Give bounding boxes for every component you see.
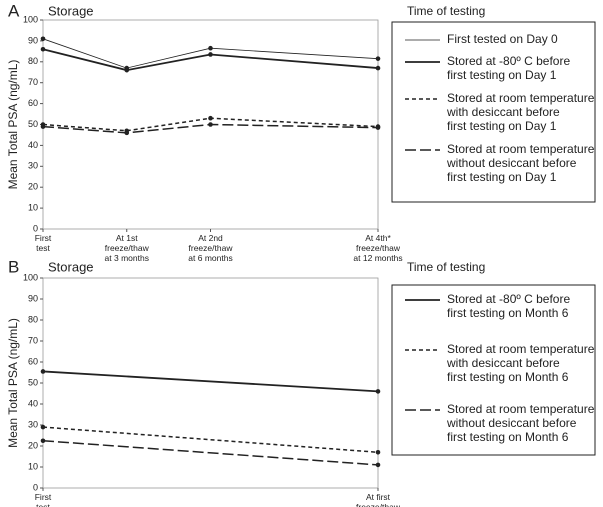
y-tick-label: 30 (28, 161, 38, 171)
y-tick-label: 90 (28, 35, 38, 45)
data-point (375, 125, 381, 130)
x-tick-label: At firstfreeze/thawafter 12 months (348, 492, 407, 507)
series-line (42, 440, 379, 466)
y-tick-label: 30 (28, 419, 38, 429)
y-tick-label: 0 (33, 223, 38, 233)
data-point (40, 36, 46, 42)
legend-label: Stored at room temperature with desiccant… (446, 91, 595, 133)
data-point (208, 52, 213, 57)
data-point (375, 462, 381, 468)
y-tick-label: 70 (28, 77, 38, 87)
data-point (40, 438, 46, 444)
panel-letter: B (8, 257, 19, 276)
y-tick-label: 10 (28, 202, 38, 212)
plot-frame (42, 277, 379, 489)
data-point (208, 122, 213, 127)
legend-label: First tested on Day 0 (447, 32, 558, 46)
y-tick-label: 10 (28, 461, 38, 471)
y-tick-label: 100 (23, 14, 38, 24)
x-tick-label: At 1st freeze/thaw at 3 months (105, 233, 150, 263)
y-tick-label: 70 (28, 335, 38, 345)
y-tick-label: 40 (28, 398, 38, 408)
legend-title: Time of testing (407, 260, 485, 274)
panel-letter: A (8, 1, 20, 20)
y-tick-label: 60 (28, 356, 38, 366)
data-point (375, 389, 381, 394)
legend-label: Stored at -80º C before first testing on … (447, 54, 570, 82)
data-point (375, 450, 381, 455)
y-tick-label: 100 (23, 272, 38, 282)
y-tick-label: 0 (33, 482, 38, 492)
data-point (40, 424, 46, 430)
y-axis-label: Mean Total PSA (ng/mL) (6, 318, 20, 448)
data-point (40, 369, 46, 374)
y-tick-label: 80 (28, 56, 38, 66)
legend-label: Stored at room temperature without desicc… (446, 402, 595, 444)
data-point (40, 124, 46, 129)
series-line (42, 426, 379, 454)
chart-title: Storage (48, 3, 94, 18)
legend-title: Time of testing (407, 4, 485, 18)
y-tick-label: 40 (28, 140, 38, 150)
data-point (124, 67, 130, 73)
x-tick-label: At 4th* freeze/thaw at 12 months (353, 233, 402, 263)
x-tick-label: At 2nd freeze/thaw at 6 months (188, 233, 233, 263)
data-point (208, 45, 213, 51)
data-point (124, 130, 130, 136)
y-tick-label: 80 (28, 314, 38, 324)
y-tick-label: 20 (28, 182, 38, 192)
series-line (42, 123, 379, 134)
legend-box (391, 284, 596, 456)
y-tick-label: 50 (28, 377, 38, 387)
series-line (42, 48, 379, 72)
chart-title: Storage (48, 259, 94, 274)
y-axis-label: Mean Total PSA (ng/mL) (6, 60, 20, 190)
series-line (42, 370, 379, 393)
y-tick-label: 60 (28, 98, 38, 108)
legend-label: Stored at -80º C before first testing on … (447, 292, 570, 320)
y-tick-label: 50 (28, 119, 38, 129)
data-point (208, 115, 213, 121)
data-point (375, 65, 381, 71)
data-point (375, 56, 381, 61)
series-line (42, 117, 379, 132)
legend-box (391, 21, 596, 203)
y-tick-label: 90 (28, 293, 38, 303)
legend-label: Stored at room temperature without desicc… (446, 142, 595, 184)
y-tick-label: 20 (28, 440, 38, 450)
legend-label: Stored at room temperature with desiccant… (446, 342, 595, 384)
series-line (42, 38, 379, 69)
data-point (40, 46, 46, 52)
